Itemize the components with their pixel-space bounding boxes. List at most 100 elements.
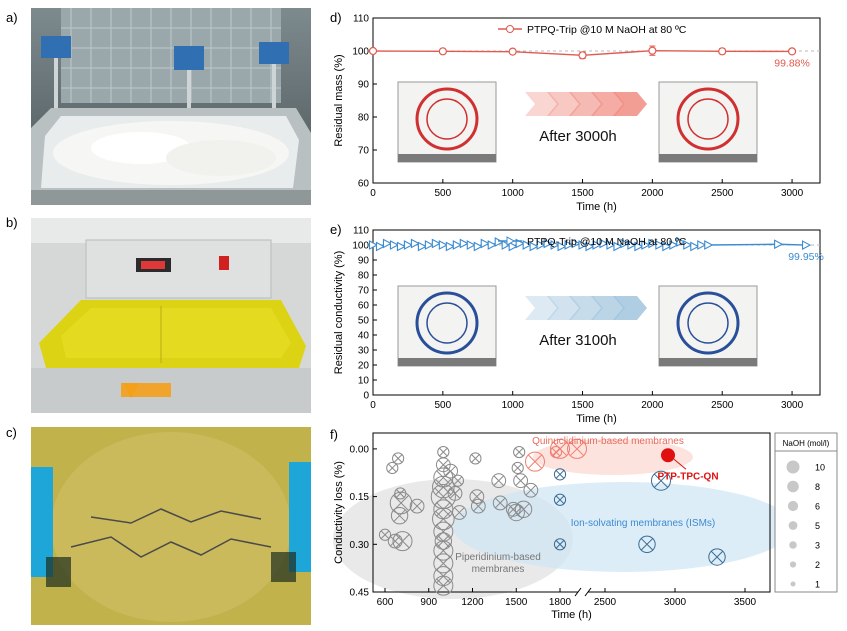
data-point (641, 240, 651, 250)
final-value-annotation: 99.95% (788, 251, 824, 263)
y-tick-label: 60 (358, 301, 370, 312)
ruler-before (398, 358, 496, 366)
legend-label: PTPQ-Trip @10 M NaOH at 80 ºC (527, 236, 687, 248)
data-point (774, 239, 784, 250)
data-point (522, 240, 532, 250)
arrow-chevron (547, 296, 581, 320)
scatter-point (550, 438, 570, 459)
scatter-point-cross (380, 530, 390, 540)
scatter-point-cross (473, 500, 484, 512)
data-point (634, 241, 644, 252)
scatter-point-cross (393, 495, 409, 511)
size-legend-marker (787, 500, 799, 512)
data-point (410, 238, 421, 249)
x-tick-label: 3000 (781, 188, 804, 199)
scatter-point-cross (438, 459, 449, 470)
y-tick-label: 0.45 (350, 588, 370, 599)
data-point (655, 240, 665, 250)
data-point (438, 47, 447, 56)
ruler-after (659, 154, 757, 162)
size-legend-marker (787, 480, 799, 493)
scatter-point (470, 498, 486, 514)
data-point (592, 240, 602, 250)
x-tick-label: 1200 (461, 597, 484, 608)
data-point (480, 238, 490, 249)
y-tick-label: 100 (352, 47, 369, 58)
data-point (536, 240, 546, 250)
x-tick-label: 1000 (502, 400, 525, 411)
y-tick-label: 110 (353, 226, 369, 237)
scatter-point-cross (471, 491, 483, 502)
data-point (487, 240, 497, 250)
data-point (452, 240, 462, 250)
arrow-chevron (569, 296, 603, 320)
y-tick-label: 100 (352, 241, 369, 252)
scatter-point (389, 491, 413, 515)
scatter-point-cross (527, 454, 543, 469)
scatter-point (549, 445, 563, 459)
logo-before (415, 291, 479, 355)
x-axis-title: Time (h) (576, 201, 617, 213)
photo-membrane-casting (31, 218, 311, 413)
scatter-point-cross (449, 488, 461, 499)
size-legend-label: 2 (815, 560, 820, 570)
scatter-point (514, 500, 533, 519)
scatter-point-cross (439, 447, 448, 457)
scatter-point (553, 538, 567, 551)
panel-b-label: b) (6, 215, 18, 230)
data-point (620, 238, 630, 249)
size-legend-marker (786, 460, 800, 474)
scatter-point-cross (471, 454, 480, 463)
data-point (683, 240, 693, 250)
scatter-point-cross (453, 476, 463, 485)
data-point (718, 47, 727, 56)
x-tick-label: 1500 (505, 597, 528, 608)
scatter-point-cross (555, 540, 565, 549)
data-point (473, 241, 483, 252)
scatter-point (451, 474, 465, 487)
data-point (585, 241, 595, 252)
data-point (396, 241, 407, 252)
region-ism (453, 482, 793, 572)
data-point (417, 241, 428, 252)
scatter-point-cross (395, 534, 410, 549)
plot-frame (372, 229, 821, 396)
scatter-point (513, 473, 529, 489)
data-point (690, 241, 700, 252)
scatter-point (553, 493, 567, 506)
logo-after (676, 87, 740, 151)
data-point (571, 238, 581, 249)
plot-frame (372, 17, 821, 184)
y-tick-label: 80 (358, 113, 370, 124)
scatter-point-cross (454, 507, 465, 518)
scatter-point (434, 532, 453, 550)
x-tick-label: 500 (435, 400, 452, 411)
plot-frame (372, 432, 771, 593)
y-tick-label: 20 (358, 361, 370, 372)
x-tick-label: 500 (435, 188, 452, 199)
x-tick-label: 0 (370, 400, 376, 411)
scatter-point-cross (393, 509, 406, 522)
scatter-point (491, 473, 507, 489)
scatter-point (386, 461, 399, 475)
size-legend-title: NaOH (mol/l) (783, 439, 830, 448)
data-point (578, 240, 588, 250)
scatter-point-cross (436, 578, 451, 593)
scatter-point (638, 535, 656, 554)
scatter-point (432, 507, 455, 531)
y-axis-title: Residual conductivity (%) (333, 251, 345, 375)
y-tick-label: 70 (358, 286, 370, 297)
size-legend-marker (788, 521, 798, 530)
scatter-point-cross (517, 503, 530, 516)
residual-mass-chart: 0 500 1000 1500 2000 2500 3000 60 70 80 90 100 110 Ti… (333, 14, 821, 213)
data-point (697, 240, 707, 250)
scatter-point (409, 498, 425, 514)
arrow-chevron (591, 296, 625, 320)
axis-break-mark (574, 587, 582, 597)
legend-marker (506, 25, 514, 33)
y-axis-title: Residual mass (%) (333, 54, 345, 146)
arrow-chevron (591, 92, 625, 116)
scatter-point-cross (396, 489, 405, 498)
data-point (557, 241, 567, 252)
conductivity-loss-comparison-chart: 600 900 1200 1500 1800 2500 3000 3500 0.00 0.15 0.… (333, 432, 838, 621)
